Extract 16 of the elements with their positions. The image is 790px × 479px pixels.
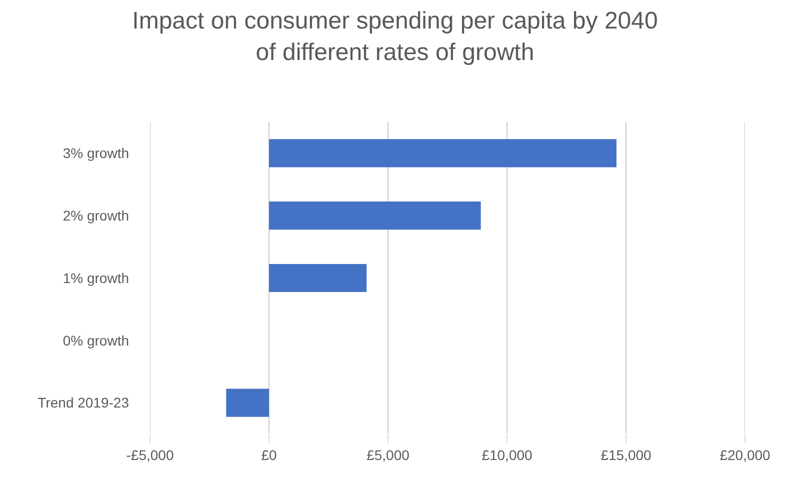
y-tick-label: 2% growth	[62, 208, 129, 224]
x-tick-label: £15,000	[600, 446, 652, 463]
y-tick-label: 0% growth	[62, 332, 129, 348]
x-tick-label: £20,000	[720, 446, 771, 463]
bar	[269, 139, 616, 168]
x-tick-label: -£5,000	[126, 446, 174, 463]
chart-title: Impact on consumer spending per capita by 2040 of different rates of growth	[132, 8, 658, 66]
y-tick-label: 1% growth	[62, 270, 129, 286]
bar	[269, 264, 367, 292]
y-tick-label: Trend 2019-23	[38, 394, 130, 411]
bar	[226, 388, 269, 417]
x-tick-label: £10,000	[482, 446, 533, 463]
x-tick-label: £5,000	[366, 446, 410, 463]
x-tick-label: £0	[261, 446, 277, 463]
bar	[269, 202, 481, 230]
y-tick-label: 3% growth	[62, 145, 129, 162]
